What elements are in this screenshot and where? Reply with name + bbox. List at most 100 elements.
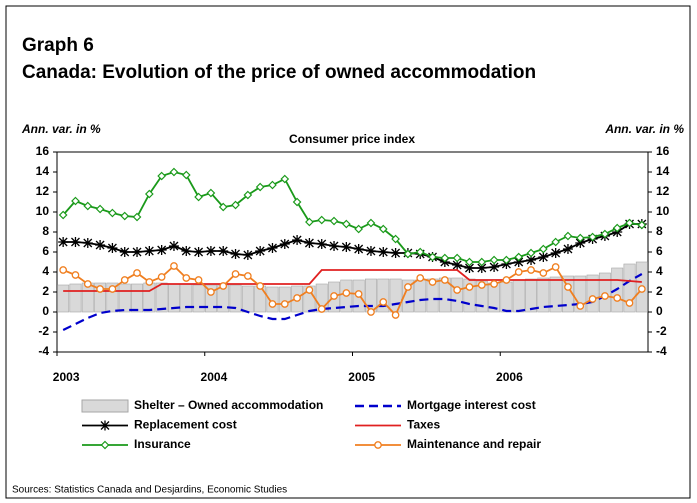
- bar: [525, 278, 537, 313]
- point-marker: [120, 211, 130, 221]
- point-marker: [255, 246, 266, 256]
- point-marker: [292, 235, 303, 245]
- point-marker: [341, 242, 352, 252]
- bar: [451, 277, 464, 313]
- point-marker: [404, 283, 412, 291]
- point-marker: [588, 295, 597, 303]
- bar: [475, 280, 488, 313]
- y2-tick-label: -4: [656, 344, 667, 358]
- point-marker: [575, 238, 586, 248]
- point-marker: [132, 247, 143, 257]
- point-marker: [513, 257, 524, 267]
- point-marker: [219, 282, 228, 290]
- legend-label: Mortgage interest cost: [407, 398, 536, 412]
- point-marker: [144, 189, 154, 199]
- point-marker: [600, 229, 610, 239]
- point-marker: [365, 246, 376, 256]
- bar: [143, 282, 156, 313]
- legend-swatch: [81, 399, 129, 413]
- point-marker: [502, 276, 511, 284]
- y-tick-label: 12: [36, 184, 50, 198]
- point-marker: [194, 276, 203, 284]
- point-marker: [83, 201, 93, 211]
- bar: [241, 285, 254, 313]
- point-marker: [477, 257, 487, 267]
- point-marker: [612, 223, 622, 233]
- point-marker: [218, 202, 228, 212]
- point-marker: [305, 286, 314, 294]
- point-marker: [293, 294, 301, 302]
- point-marker: [231, 200, 240, 210]
- point-marker: [107, 243, 118, 253]
- x-tick-label: 2006: [496, 370, 523, 384]
- point-marker: [255, 182, 265, 192]
- bar: [254, 285, 267, 313]
- point-marker: [133, 269, 141, 277]
- point-marker: [428, 278, 437, 286]
- chart-subtitle: Canada: Evolution of the price of owned …: [22, 62, 536, 83]
- point-marker: [304, 238, 315, 248]
- point-marker: [182, 274, 191, 282]
- point-marker: [268, 300, 277, 308]
- bar: [562, 275, 574, 313]
- point-marker: [268, 180, 277, 190]
- point-marker: [193, 247, 204, 257]
- point-marker: [464, 263, 475, 273]
- legend-marker: [100, 420, 110, 431]
- y2-tick-label: 4: [656, 264, 663, 278]
- point-marker: [230, 249, 241, 259]
- point-marker: [341, 219, 351, 229]
- point-marker: [108, 208, 117, 218]
- point-marker: [551, 263, 560, 271]
- point-marker: [465, 257, 474, 267]
- point-marker: [637, 285, 646, 293]
- y2-tick-label: 10: [656, 204, 670, 218]
- point-marker: [59, 266, 68, 274]
- point-marker: [588, 232, 597, 242]
- bar: [537, 277, 550, 313]
- legend-label: Taxes: [407, 418, 440, 432]
- point-marker: [366, 218, 376, 228]
- point-marker: [625, 218, 634, 228]
- point-marker: [453, 286, 462, 294]
- y2-tick-label: 12: [656, 184, 670, 198]
- point-marker: [440, 276, 449, 284]
- point-marker: [502, 255, 511, 265]
- point-marker: [465, 283, 474, 291]
- plot-title: Consumer price index: [289, 132, 415, 146]
- point-marker: [132, 212, 142, 222]
- point-marker: [119, 247, 130, 257]
- source-note: Sources: Statistics Canada and Desjardin…: [12, 485, 287, 496]
- point-marker: [514, 268, 523, 276]
- bar: [278, 286, 291, 313]
- y2-tick-label: 8: [656, 224, 663, 238]
- point-marker: [367, 308, 375, 316]
- point-marker: [82, 238, 93, 248]
- point-marker: [70, 237, 81, 247]
- point-marker: [329, 216, 339, 226]
- point-marker: [601, 292, 609, 300]
- point-marker: [242, 250, 253, 260]
- x-tick-label: 2005: [348, 370, 375, 384]
- point-marker: [58, 237, 69, 247]
- point-marker: [415, 247, 425, 257]
- point-marker: [170, 262, 178, 270]
- point-marker: [342, 289, 351, 297]
- point-marker: [354, 224, 364, 234]
- y2-tick-label: 14: [656, 164, 670, 178]
- point-marker: [476, 263, 487, 273]
- y2-tick-label: -2: [656, 324, 667, 338]
- y-tick-label: -2: [38, 324, 49, 338]
- point-marker: [514, 252, 524, 262]
- point-marker: [279, 239, 290, 249]
- bar: [57, 284, 70, 313]
- point-marker: [378, 224, 388, 234]
- point-marker: [218, 246, 229, 256]
- point-marker: [562, 244, 573, 254]
- point-marker: [58, 210, 68, 220]
- y-tick-label: 6: [42, 244, 49, 258]
- legend-marker: [100, 440, 110, 450]
- point-marker: [625, 299, 634, 307]
- point-marker: [526, 255, 537, 265]
